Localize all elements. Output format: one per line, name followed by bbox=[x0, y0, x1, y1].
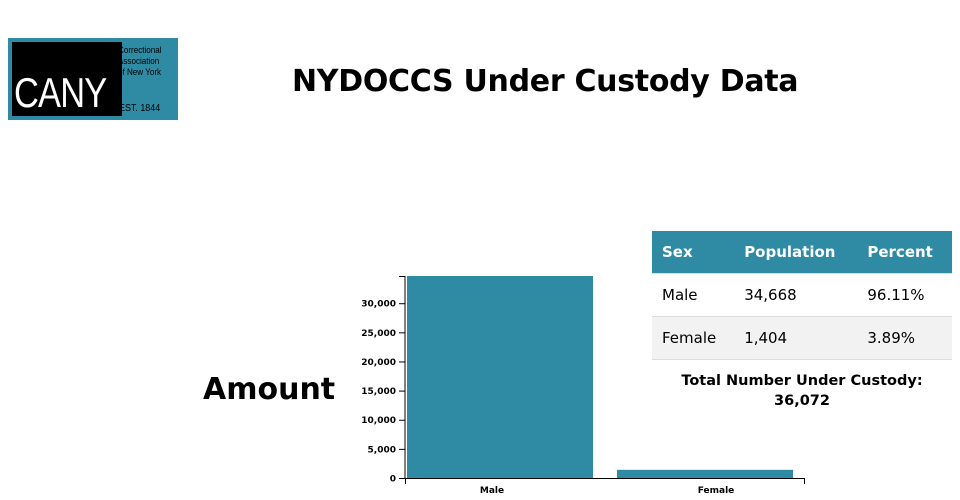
cell-sex: Male bbox=[652, 273, 735, 317]
total-custody: Total Number Under Custody: 36,072 bbox=[652, 371, 952, 411]
y-tick-label: 20,000 bbox=[361, 358, 396, 368]
cell-population: 1,404 bbox=[734, 316, 858, 360]
table-row: Female 1,404 3.89% bbox=[652, 316, 952, 360]
table-row: Male 34,668 96.11% bbox=[652, 273, 952, 317]
table-header-row: Sex Population Percent bbox=[652, 231, 952, 274]
cell-sex: Female bbox=[652, 316, 735, 360]
cell-percent: 3.89% bbox=[857, 316, 952, 360]
logo-subtitle-line: Association bbox=[118, 56, 160, 67]
x-tick-label: Female bbox=[698, 486, 735, 496]
logo-wordmark: CANY bbox=[14, 69, 107, 116]
cell-percent: 96.11% bbox=[857, 273, 952, 317]
bar bbox=[407, 276, 593, 478]
y-tick-label: 10,000 bbox=[361, 416, 396, 426]
custody-table: Sex Population Percent Male 34,668 96.11… bbox=[652, 231, 952, 360]
y-tick-label: 30,000 bbox=[361, 300, 396, 310]
y-tick-label: 0 bbox=[390, 475, 396, 485]
y-axis-title: Amount bbox=[203, 372, 336, 407]
logo-black-panel: CANY bbox=[12, 42, 122, 116]
y-tick-label: 25,000 bbox=[361, 329, 396, 339]
logo-subtitle: Correctional Association of New York bbox=[118, 45, 169, 78]
total-label: Total Number Under Custody: bbox=[681, 373, 923, 389]
bar bbox=[617, 469, 793, 478]
y-tick-label: 5,000 bbox=[368, 445, 396, 455]
header-percent: Percent bbox=[857, 231, 952, 274]
cell-population: 34,668 bbox=[734, 273, 858, 317]
cany-logo: CANY Correctional Association of New Yor… bbox=[8, 38, 178, 120]
logo-subtitle-line: Correctional bbox=[118, 45, 162, 56]
y-tick-label: 15,000 bbox=[361, 387, 396, 397]
logo-subtitle-line: of New York bbox=[118, 67, 162, 78]
logo-established: EST. 1844 bbox=[119, 102, 161, 114]
x-tick-label: Male bbox=[480, 486, 504, 496]
header-sex: Sex bbox=[652, 231, 735, 274]
page-title: NYDOCCS Under Custody Data bbox=[292, 64, 799, 99]
header-population: Population bbox=[734, 231, 858, 274]
total-value: 36,072 bbox=[774, 393, 830, 409]
